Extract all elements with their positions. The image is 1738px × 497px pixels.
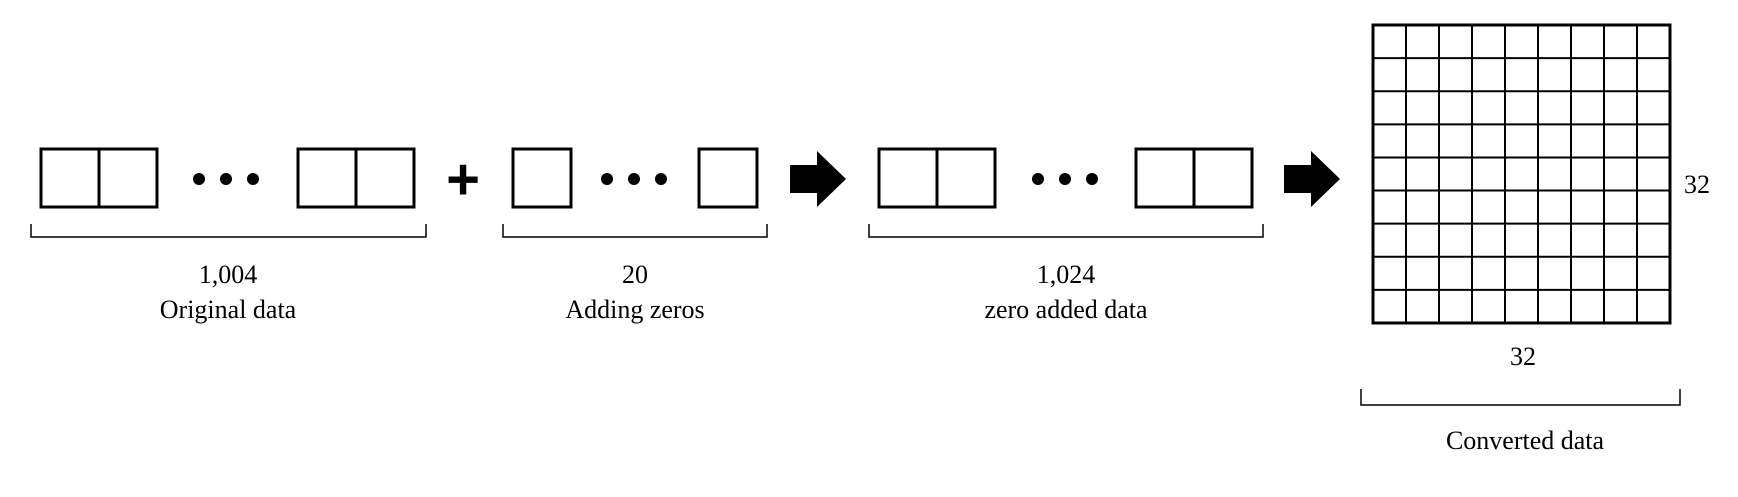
- original-data-count: 1,004: [199, 260, 258, 289]
- zero-cell-left: [511, 147, 573, 209]
- grid-height-label: 32: [1684, 170, 1710, 199]
- zero-added-data-segment: 1,024 zero added data: [868, 147, 1264, 324]
- brace-adding-zeros: [502, 224, 768, 238]
- original-data-segment: 1,004 Original data: [30, 147, 427, 324]
- right-arrow-icon: [1284, 151, 1340, 207]
- grid-width-label: 32: [1510, 342, 1536, 371]
- converted-data-label: Converted data: [1446, 426, 1605, 455]
- grid-cells: [1373, 25, 1670, 323]
- converted-data-grid: 32 32 Converted data: [1360, 23, 1710, 455]
- zero-added-cells-left: [877, 147, 997, 209]
- original-data-cells-right: [296, 147, 416, 209]
- right-arrow-icon: [790, 151, 846, 207]
- grid-border: [1371, 23, 1672, 325]
- plus-operator: +: [446, 147, 480, 212]
- zero-added-data-count: 1,024: [1037, 260, 1096, 289]
- brace-zero-added-data: [868, 224, 1264, 238]
- ellipsis-icon: [601, 173, 667, 185]
- adding-zeros-count: 20: [622, 260, 648, 289]
- ellipsis-icon: [193, 173, 259, 185]
- original-data-label: Original data: [160, 295, 297, 324]
- adding-zeros-segment: 20 Adding zeros: [502, 147, 768, 324]
- brace-converted-data: [1360, 389, 1681, 406]
- ellipsis-icon: [1032, 173, 1098, 185]
- zero-added-cells-right: [1134, 147, 1254, 209]
- zero-added-data-label: zero added data: [984, 295, 1148, 324]
- brace-original-data: [30, 224, 427, 238]
- original-data-cells-left: [39, 147, 159, 209]
- adding-zeros-label: Adding zeros: [565, 295, 704, 324]
- zero-cell-right: [697, 147, 759, 209]
